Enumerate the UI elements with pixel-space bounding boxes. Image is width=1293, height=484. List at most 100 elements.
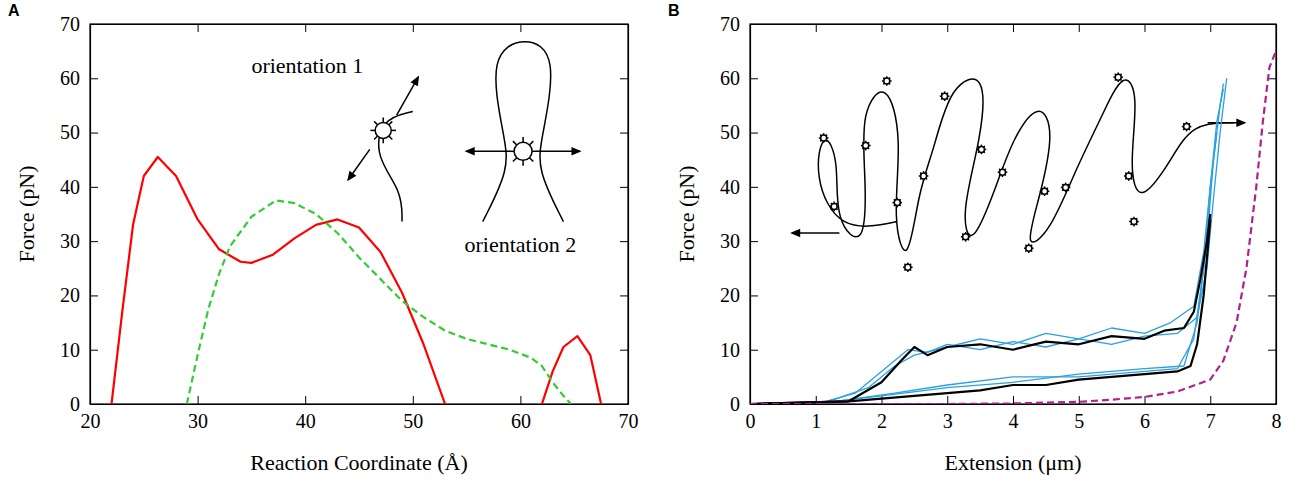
tick (520, 24, 521, 32)
protein-spoke (833, 209, 835, 211)
protein-spoke (947, 93, 948, 94)
protein-spoke (370, 130, 375, 132)
arrow (397, 77, 419, 115)
protein-spoke (1068, 184, 1069, 185)
protein-spoke (1025, 250, 1026, 251)
protein (1063, 184, 1069, 190)
protein-spoke (883, 78, 884, 79)
protein-spoke (1031, 250, 1032, 251)
tick (947, 24, 948, 32)
tick (1268, 404, 1276, 405)
tick-label: 30 (720, 230, 740, 252)
axis-line (751, 404, 1277, 405)
tick-mark (882, 396, 883, 404)
protein-spoke (1136, 224, 1137, 225)
tick-mark (620, 187, 628, 188)
tick-label: 60 (720, 67, 740, 89)
protein-spoke (837, 206, 839, 208)
protein-spoke (1120, 74, 1121, 75)
protein-spoke (923, 179, 925, 181)
protein-spoke (1041, 193, 1042, 194)
protein-spoke (1131, 178, 1132, 179)
protein-spoke (892, 202, 894, 204)
tick-mark (1079, 396, 1080, 404)
tick-label: 20 (81, 410, 101, 432)
tick-mark (750, 404, 758, 405)
tick-mark (1268, 187, 1276, 188)
tick: 70 (60, 13, 98, 35)
protein-spoke (890, 80, 892, 82)
protein-spoke (522, 137, 524, 142)
protein (978, 146, 984, 152)
protein-spoke (944, 91, 946, 93)
tick-mark (620, 133, 628, 134)
protein-spoke (1136, 218, 1137, 219)
protein-spoke (1048, 190, 1050, 192)
axis-line (91, 24, 629, 25)
tick-label: 50 (720, 121, 740, 143)
tick-mark (90, 404, 98, 405)
tick: 70 (720, 13, 758, 35)
tick-label: 30 (60, 230, 80, 252)
protein-spoke (374, 136, 377, 139)
tick: 6 (1140, 396, 1150, 432)
tick-mark (750, 133, 758, 134)
tick: 30 (720, 230, 758, 252)
axis-line (1276, 25, 1277, 405)
tick-label: 0 (746, 410, 756, 432)
protein-spoke (1044, 194, 1046, 196)
tick: 60 (511, 396, 531, 432)
protein-spoke (1002, 175, 1004, 177)
tick-label: 40 (720, 176, 740, 198)
arrow-head (792, 230, 799, 236)
protein-spoke (823, 133, 825, 135)
protein-spoke (1065, 190, 1067, 192)
protein-spoke (829, 206, 831, 208)
tick-mark (413, 24, 414, 32)
tick (413, 24, 414, 32)
arrow-head (467, 148, 474, 154)
x-axis-top (91, 24, 629, 32)
protein-spoke (862, 142, 863, 143)
protein-spoke (899, 199, 900, 200)
tick-mark (413, 396, 414, 404)
protein-spoke (1005, 171, 1007, 173)
protein-spoke (1131, 218, 1132, 219)
tick-mark (1079, 24, 1080, 32)
protein-spoke (833, 202, 835, 204)
arrow-head (572, 148, 579, 154)
protein-spoke (984, 152, 985, 153)
axis-line (628, 25, 629, 405)
plot-frame (750, 24, 1276, 404)
protein-spoke (882, 80, 884, 82)
protein-spoke (889, 78, 890, 79)
protein (1026, 245, 1032, 251)
tick-mark (750, 295, 758, 296)
protein-spoke (865, 141, 867, 143)
protein-spoke (1040, 190, 1042, 192)
tick: 40 (296, 396, 316, 432)
protein-spoke (1190, 126, 1192, 128)
tick: 50 (403, 396, 423, 432)
protein-spoke (1131, 173, 1132, 174)
tick-label: 60 (60, 67, 80, 89)
tick (198, 24, 199, 32)
tick-mark (816, 24, 817, 32)
protein-spoke (836, 203, 837, 204)
protein-spoke (1132, 175, 1134, 177)
tick-mark (620, 404, 628, 405)
protein-spoke (868, 148, 869, 149)
tick (305, 24, 306, 32)
tick-mark (620, 78, 628, 79)
protein-spoke (897, 198, 899, 200)
protein-spoke (978, 152, 979, 153)
protein-spoke (1028, 251, 1030, 253)
protein-spoke (941, 98, 942, 99)
protein-spoke (886, 76, 888, 78)
protein-spoke (1186, 130, 1188, 132)
series-line (750, 133, 1217, 404)
protein-spoke (1025, 245, 1026, 246)
tick-mark (1268, 24, 1276, 25)
protein-spoke (1117, 72, 1119, 74)
protein-spoke (883, 83, 884, 84)
